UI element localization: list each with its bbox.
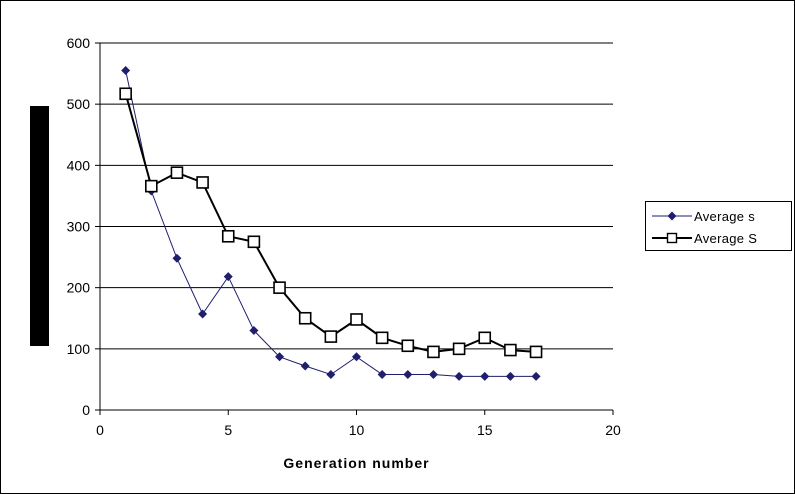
y-axis-title-redaction [30,106,49,346]
data-point-square [221,229,235,243]
series-line [124,93,537,353]
series-group [119,66,543,381]
data-point-square [504,343,517,357]
data-point-diamond [352,352,361,362]
y-tick-label: 200 [67,280,91,296]
data-point-diamond [428,370,438,380]
data-point-square [170,166,184,179]
data-point-square [401,339,415,353]
y-tick-label: 400 [67,157,91,173]
y-tick-label: 100 [67,341,91,357]
data-point-square [196,176,209,189]
legend-swatch-diamond-icon [652,211,692,221]
data-point-diamond [326,370,336,380]
data-point-diamond [249,325,259,335]
data-point-diamond [223,272,233,282]
y-tick-label: 0 [82,402,90,418]
data-point-square [529,345,543,359]
data-point-diamond [454,371,464,381]
data-point-square [427,345,440,359]
data-point-diamond [300,361,310,371]
legend-label: Average s [694,208,755,224]
x-tick-label: 10 [349,422,365,438]
data-point-square [324,330,338,343]
data-point-square [478,331,492,345]
data-point-square [273,281,286,294]
data-point-diamond [531,371,541,381]
series-average-s [121,66,541,381]
y-tick-label: 500 [67,96,91,112]
data-point-square [145,179,158,193]
data-point-square [119,87,132,101]
data-point-diamond [505,371,515,381]
x-tick-label: 0 [96,422,104,438]
legend-swatch-square-icon [652,232,692,244]
data-point-diamond [377,370,387,380]
x-tick-label: 20 [605,422,621,438]
data-point-square [298,311,312,325]
data-point-square [247,235,261,249]
axes [95,42,614,415]
data-point-square [375,331,389,345]
data-point-diamond [275,352,285,362]
series-average-big-s [119,87,543,359]
legend-label: Average S [694,230,758,246]
legend: Average s Average S [645,201,792,251]
tick-labels: 0 100 200 300 400 500 600 0 5 10 15 20 [67,35,621,438]
y-tick-label: 300 [67,219,91,235]
gridlines [100,42,613,350]
legend-item-average-s: Average s [652,206,755,226]
x-tick-label: 15 [477,422,493,438]
data-point-square [350,313,363,326]
y-tick-label: 600 [67,35,91,51]
data-point-diamond [198,309,208,319]
data-point-square [452,342,466,356]
x-tick-label: 5 [224,422,232,438]
legend-item-average-big-s: Average S [652,228,757,248]
data-point-diamond [172,253,182,263]
x-axis-title: Generation number [283,455,429,471]
data-point-diamond [121,66,131,76]
data-point-diamond [480,371,490,381]
data-point-diamond [403,370,413,380]
